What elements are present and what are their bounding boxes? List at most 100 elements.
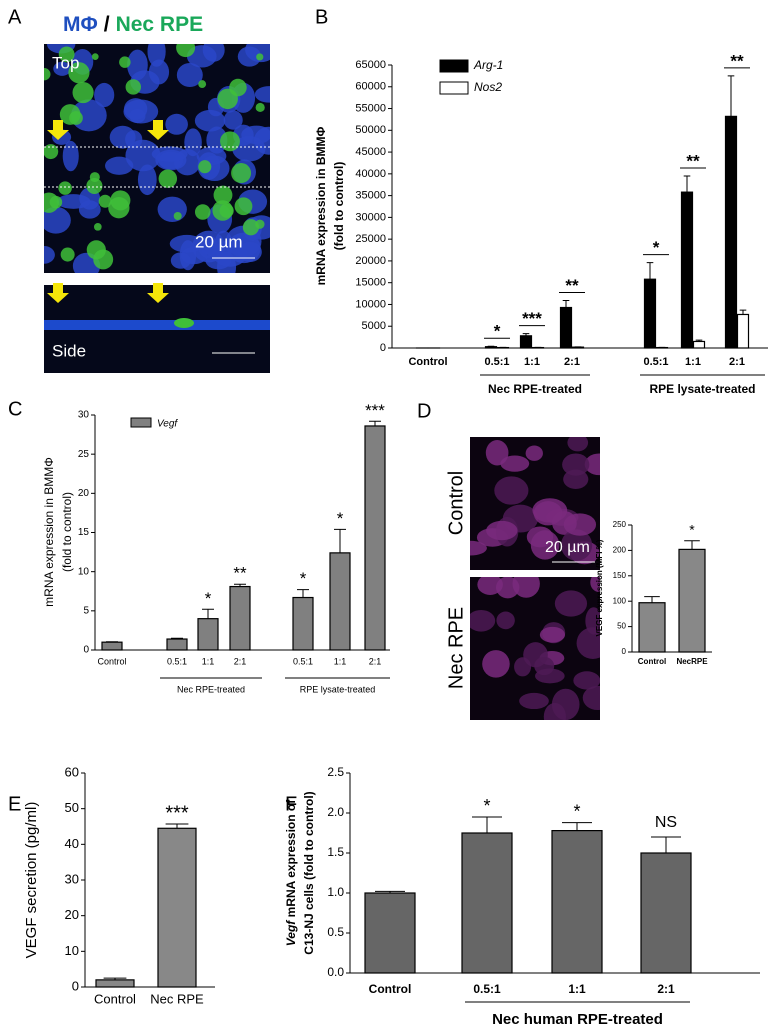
cell [554,590,588,617]
error-bar [683,175,691,193]
annotation: ** [565,276,579,295]
y-tick-label: 30 [65,871,79,886]
cell [584,453,600,476]
x-tick-label: 1:1 [524,356,540,368]
cell [60,247,75,262]
cell [533,501,563,526]
axis [391,65,768,349]
y-tick-label: 20 [65,907,79,922]
bar [197,618,219,651]
y-axis-label: (fold to control) [332,162,346,251]
x-tick-label: Control [369,982,412,996]
y-axis-label: mRNA expression in BMMΦ [42,457,56,607]
x-tick-label: 0.5:1 [643,356,668,368]
cell [72,81,94,104]
error-bar [472,816,502,833]
y-tick-label: 50 [65,800,79,815]
image-label: Control [445,471,467,535]
cell [223,110,243,130]
error-bar [171,637,183,640]
y-tick-label: 60 [65,764,79,779]
cell [582,685,600,711]
cell [174,318,194,328]
cell [86,177,103,195]
y-tick-label: 10000 [355,298,386,310]
y-tick-label: 50000 [355,124,386,136]
cell [256,53,264,61]
cell [184,128,202,157]
panel-letter: C [8,398,22,420]
cell [573,671,600,690]
layer [44,320,270,330]
y-tick-label: 5000 [362,320,386,332]
cell [69,111,83,125]
cells [470,437,600,565]
y-tick-label: 0 [83,645,89,656]
y-tick-label: 30 [78,410,90,421]
cell [560,529,593,561]
error-bar [739,309,747,315]
annotation: *** [522,309,542,328]
y-tick-label: 50 [617,622,626,631]
bar [157,827,197,988]
panel-letter: E [8,793,21,815]
error-bar [644,596,660,603]
image-label: Nec RPE [445,607,467,689]
x-tick-label: Control [94,991,136,1006]
legend-swatch [439,59,469,73]
cell [255,102,265,113]
bar [364,425,386,651]
x-tick-label: 2:1 [564,356,580,368]
y-tick-label: 100 [613,596,627,605]
y-tick-label: 250 [613,520,627,529]
x-tick-label: 0.5:1 [484,356,509,368]
cell [129,108,146,124]
y-axis-label: Vegf mRNA expression of [284,799,298,946]
cell [176,44,196,58]
bar [95,979,135,988]
x-tick-label: 0.5:1 [473,982,501,996]
bar [292,596,314,651]
y-tick-label: 200 [613,546,627,555]
y-tick-label: 15 [78,527,90,538]
y-tick-label: 20 [78,488,90,499]
y-tick-label: 10 [78,566,90,577]
y-tick-label: 0 [380,342,386,354]
x-tick-label: 2:1 [657,982,675,996]
cell [44,206,71,234]
title-part: MΦ [63,13,98,36]
legend-label: Arg-1 [473,58,503,72]
cell [151,146,188,162]
cell [254,86,270,103]
cell [125,79,142,95]
panel-letter: B [315,6,328,28]
y-tick-label: 25 [78,449,90,460]
y-tick-label: 25000 [355,233,386,245]
error-bar [334,528,346,553]
cell [590,577,600,593]
bar [680,191,694,349]
annotation: ** [233,564,247,583]
cell [108,197,130,219]
cell [194,109,226,132]
bar [101,641,123,651]
annotation: * [573,801,580,821]
cell [98,194,112,208]
error-bar [234,583,246,587]
x-tick-label: Nec RPE [150,991,204,1006]
error-bar [103,977,127,980]
group-label: Nec RPE-treated [177,684,245,694]
cells [470,577,600,720]
annotation: *** [365,401,385,420]
cell [44,245,55,264]
cell [176,62,203,88]
error-bar [695,339,703,342]
title-part: / [104,13,110,36]
cell [49,195,63,209]
error-bar [375,890,405,893]
cell [93,249,114,270]
cell [562,453,590,476]
cell [526,526,554,548]
scale-label: 20 µm [545,539,590,556]
error-bar [646,262,654,280]
